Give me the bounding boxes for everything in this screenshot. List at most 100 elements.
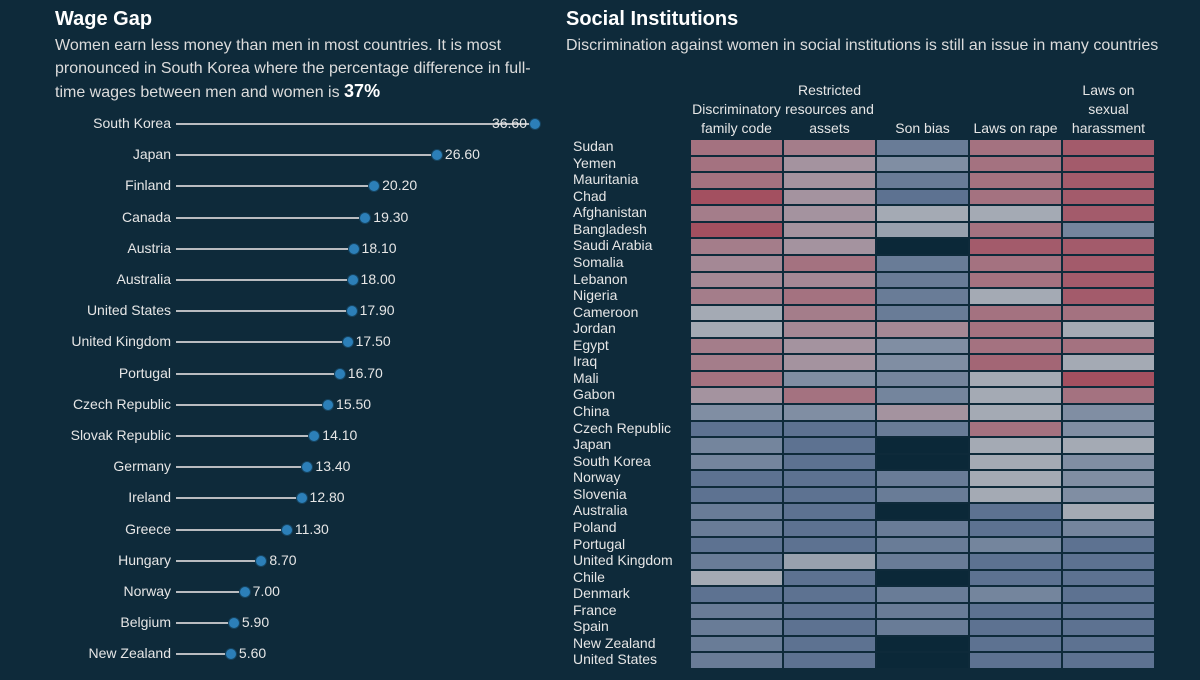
category-label: Germany xyxy=(113,458,171,475)
heatmap-cell xyxy=(876,254,969,272)
category-label: Australia xyxy=(116,271,171,287)
heatmap-cell xyxy=(783,370,876,388)
row-label: Mauritania xyxy=(573,171,639,188)
heatmap-cell xyxy=(969,437,1062,454)
row-label: China xyxy=(573,403,610,419)
row-label: United Kingdom xyxy=(573,552,673,569)
heatmap-cell xyxy=(783,519,876,537)
category-label: Austria xyxy=(127,239,171,256)
value-label: 19.30 xyxy=(373,208,409,225)
category-label: Greece xyxy=(125,520,171,537)
heatmap-cell xyxy=(690,453,783,471)
lollipop-dot xyxy=(334,368,345,379)
heatmap-cell xyxy=(783,271,876,289)
heatmap-cell xyxy=(783,453,876,471)
row-label: Somalia xyxy=(573,253,624,270)
heatmap-cell xyxy=(1062,172,1155,189)
heatmap-cell xyxy=(876,387,969,404)
lollipop-stem xyxy=(176,372,340,375)
heatmap-cell xyxy=(783,470,876,487)
row-label: Gabon xyxy=(573,386,616,403)
value-label: 13.40 xyxy=(315,458,351,475)
heatmap-cell xyxy=(876,238,969,255)
lollipop-dot xyxy=(431,150,442,161)
heatmap-cell xyxy=(969,652,1062,669)
lollipop-dot xyxy=(309,431,320,441)
category-label: Czech Republic xyxy=(72,395,171,412)
lollipop-dot xyxy=(323,399,334,410)
heatmap-cell xyxy=(876,602,969,620)
heatmap-cell xyxy=(1062,321,1155,338)
heatmap-cell xyxy=(690,139,783,156)
heatmap-cell xyxy=(690,404,783,421)
heatmap-cell xyxy=(969,304,1062,322)
row-label: Denmark xyxy=(573,585,630,602)
heatmap-cell xyxy=(783,553,876,570)
heatmap-cell xyxy=(690,536,783,554)
heatmap-cell xyxy=(1062,503,1155,520)
lollipop-stem xyxy=(176,591,245,593)
heatmap-cell xyxy=(1062,354,1155,371)
lollipop-stem xyxy=(176,622,234,625)
row-label: Japan xyxy=(573,436,612,453)
heatmap-cell xyxy=(1062,370,1155,388)
lollipop-stem xyxy=(176,466,308,469)
row-label: Portugal xyxy=(573,535,626,552)
heatmap-cell xyxy=(783,387,876,404)
heatmap-cell xyxy=(876,139,969,156)
category-label: Hungary xyxy=(118,551,171,568)
heatmap-cell xyxy=(1062,553,1155,570)
row-label: South Korea xyxy=(573,452,651,469)
heatmap-cell xyxy=(783,321,876,338)
row-label: Lebanon xyxy=(573,270,628,287)
row-label: Mali xyxy=(573,369,599,386)
lollipop-stem xyxy=(176,123,535,125)
category-label: Slovak Republic xyxy=(70,427,171,443)
heatmap-cell xyxy=(690,387,783,404)
heatmap-cell xyxy=(969,387,1062,404)
lollipop-stem xyxy=(176,216,366,219)
lollipop-stem xyxy=(176,528,287,531)
heatmap-cell xyxy=(783,304,876,322)
lollipop-stem xyxy=(176,341,348,344)
heatmap-cell xyxy=(783,404,876,421)
social-institutions-title: Social Institutions xyxy=(566,8,739,30)
heatmap-cell xyxy=(1062,139,1155,156)
heatmap-cell xyxy=(969,586,1062,603)
heatmap-cell xyxy=(783,536,876,554)
heatmap-cell xyxy=(969,503,1062,520)
heatmap-cell xyxy=(969,288,1062,305)
heatmap-cell xyxy=(876,569,969,587)
heatmap-cell xyxy=(690,321,783,338)
heatmap-cell xyxy=(783,619,876,636)
heatmap-cell xyxy=(783,586,876,603)
row-label: Chad xyxy=(573,187,607,204)
heatmap-cell xyxy=(783,602,876,620)
heatmap-cell xyxy=(876,519,969,537)
lollipop-dot xyxy=(225,649,236,660)
heatmap-cell xyxy=(783,288,876,305)
category-label: Belgium xyxy=(120,614,171,631)
heatmap-cell xyxy=(969,370,1062,388)
row-label: Norway xyxy=(573,469,621,486)
heatmap-cell xyxy=(1062,635,1155,653)
lollipop-stem xyxy=(176,403,329,406)
heatmap-cell xyxy=(690,221,783,239)
heatmap-cell xyxy=(690,470,783,487)
row-label: Australia xyxy=(573,502,628,519)
heatmap-cell xyxy=(1062,586,1155,603)
lollipop-dot xyxy=(348,243,359,254)
heatmap-cell xyxy=(1062,337,1155,355)
category-label: United Kingdom xyxy=(71,333,171,350)
column-header: Restricted resources and assets xyxy=(785,82,874,136)
row-label: Afghanistan xyxy=(573,204,647,221)
heatmap-cell xyxy=(783,569,876,587)
category-label: Japan xyxy=(132,146,171,163)
heatmap-cell xyxy=(783,652,876,669)
row-label: Slovenia xyxy=(573,485,627,502)
heatmap-cell xyxy=(969,188,1062,206)
heatmap-cell xyxy=(876,453,969,471)
lollipop-dot xyxy=(347,275,358,285)
lollipop-stem xyxy=(176,279,353,281)
